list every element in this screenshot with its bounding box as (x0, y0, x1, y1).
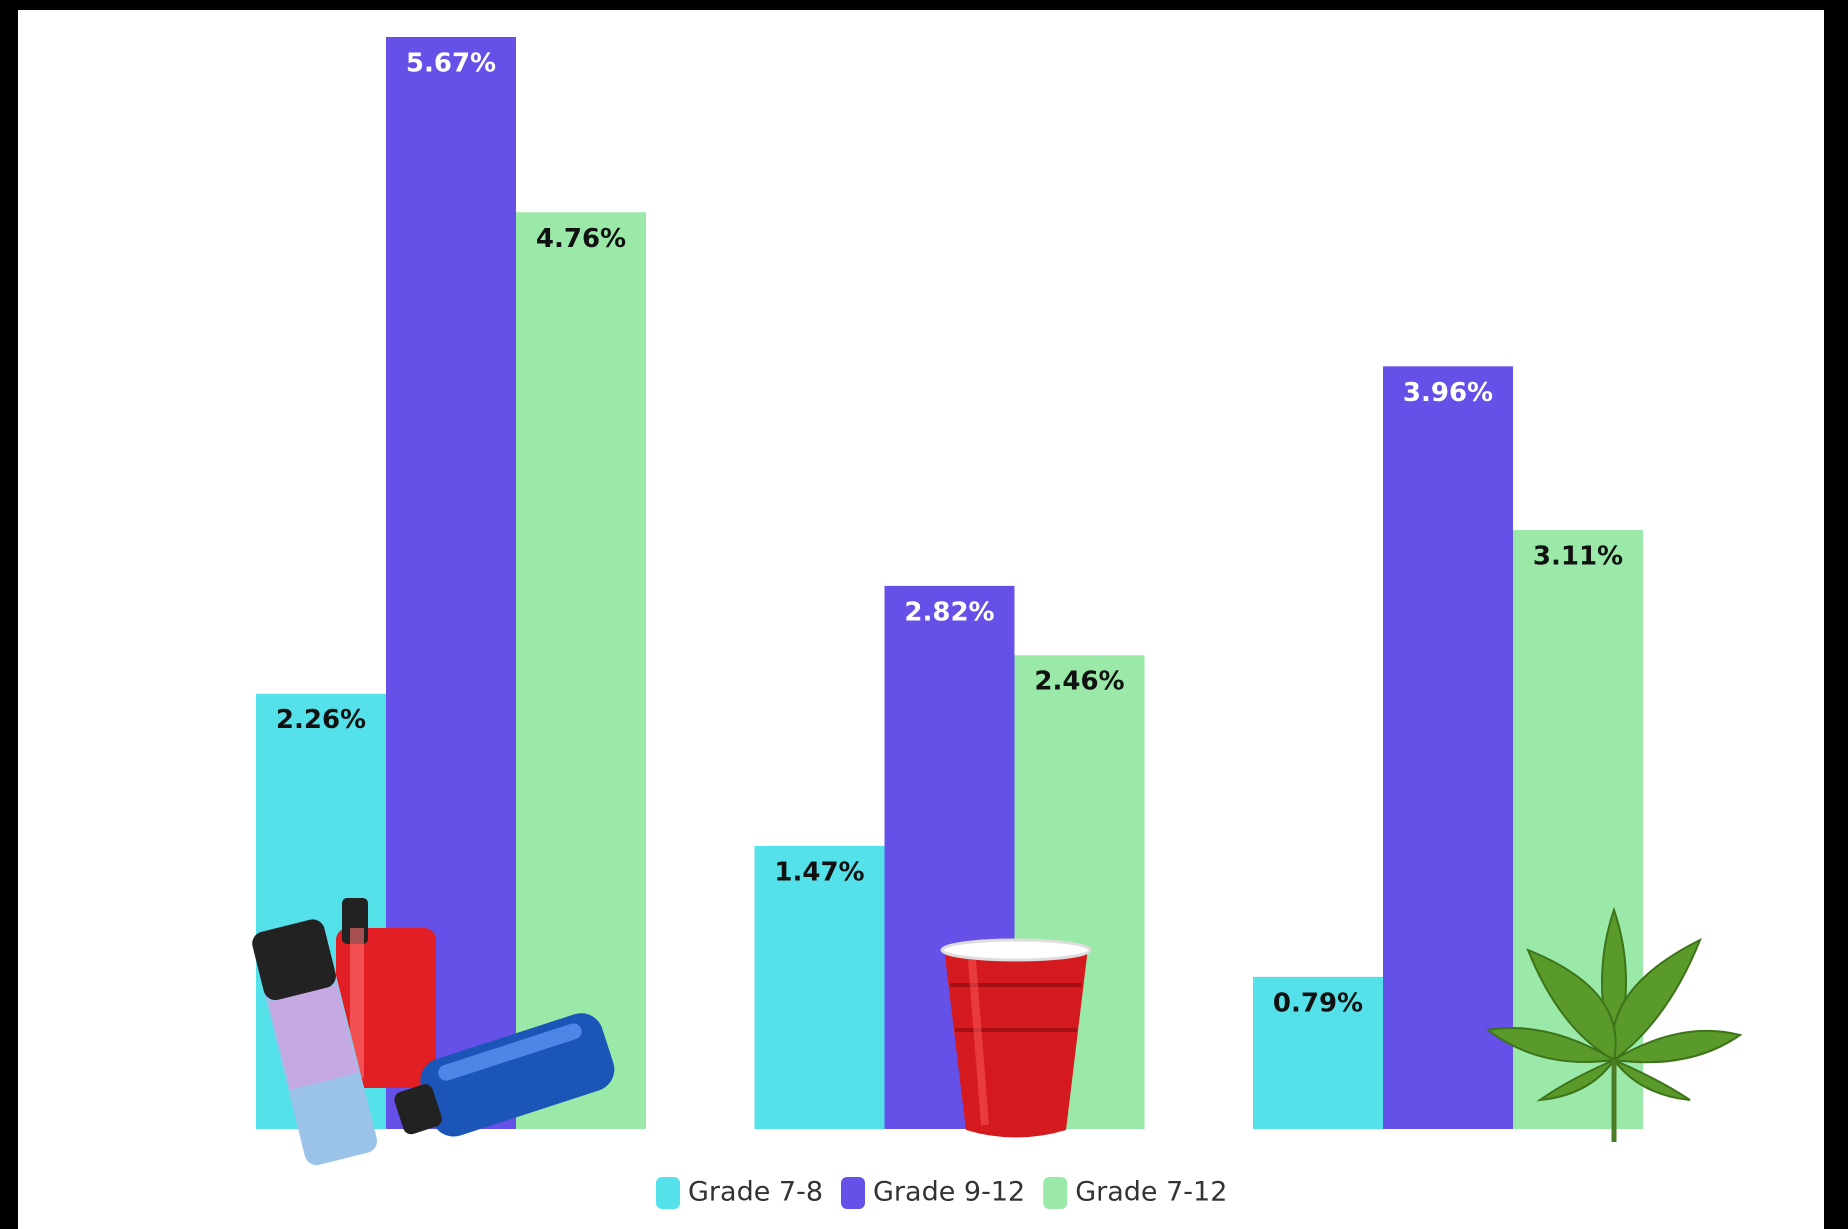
bar (1383, 366, 1513, 1129)
bar (516, 212, 646, 1129)
legend-swatch (841, 1177, 865, 1209)
bars: 2.26% 1.47% 0.79% 5.67% 2.82% 3.96% 4.76% 2.46%… (256, 37, 1643, 1129)
legend-swatch (1043, 1177, 1068, 1209)
value-label: 2.82% (904, 597, 994, 627)
legend-swatch (656, 1177, 680, 1209)
value-label: 0.79% (1273, 988, 1363, 1018)
legend-label: Grade 7-8 (688, 1177, 823, 1208)
value-label: 1.47% (774, 857, 864, 887)
legend-label: Grade 9-12 (873, 1177, 1025, 1208)
value-label: 2.46% (1034, 667, 1124, 697)
value-label: 3.96% (1403, 378, 1493, 408)
bar (754, 845, 885, 1129)
bar (1253, 976, 1383, 1129)
value-label: 2.26% (276, 705, 366, 735)
value-label: 5.67% (406, 49, 496, 79)
leaf-icon (1485, 906, 1743, 1142)
cup-icon (940, 938, 1092, 1138)
vape-icon (252, 898, 615, 1166)
value-label: 3.11% (1533, 542, 1623, 572)
value-label: 4.76% (536, 224, 626, 254)
icons (252, 898, 1743, 1166)
legend-label: Grade 7-12 (1075, 1177, 1227, 1208)
legend: Grade 7-8 Grade 9-12 Grade 7-12 (656, 1177, 1227, 1209)
